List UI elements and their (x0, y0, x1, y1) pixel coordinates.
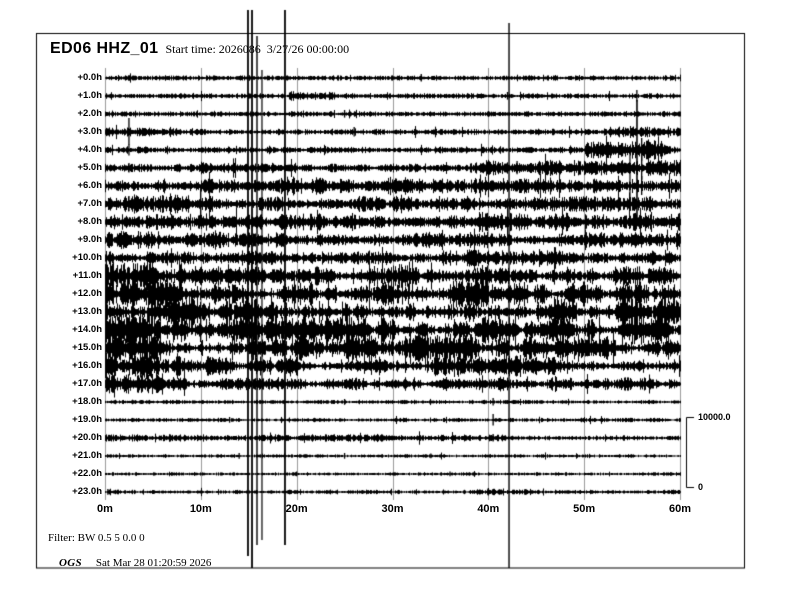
hour-label: +2.0h (77, 108, 102, 119)
minute-label: 50m (573, 503, 596, 515)
hour-label: +17.0h (72, 378, 102, 389)
agency-label: OGS (59, 557, 82, 569)
hour-label: +13.0h (72, 306, 102, 317)
start-time-label: Start time: 2026086 3/27/26 00:00:00 (165, 42, 350, 56)
hour-label: +14.0h (72, 324, 102, 335)
agency-timestamp: OGS Sat Mar 28 01:20:59 2026 (48, 545, 211, 581)
filter-info: Filter: BW 0.5 5 0.0 0 (48, 532, 145, 544)
hour-label: +7.0h (77, 198, 102, 209)
hour-label: +6.0h (77, 180, 102, 191)
figure-header: ED06 HHZ_01 Start time: 2026086 3/27/26 … (50, 40, 349, 58)
hour-label: +22.0h (72, 468, 102, 479)
hour-label: +9.0h (77, 234, 102, 245)
hour-label: +19.0h (72, 414, 102, 425)
hour-label: +23.0h (72, 486, 102, 497)
minute-label: 20m (285, 503, 308, 515)
hour-label: +3.0h (77, 126, 102, 137)
scale-min-label: 0 (698, 482, 704, 492)
hour-label: +18.0h (72, 396, 102, 407)
minute-label: 0m (97, 503, 113, 515)
minute-label: 30m (381, 503, 404, 515)
hour-label: +0.0h (77, 72, 102, 83)
minute-label: 40m (477, 503, 500, 515)
minute-label: 60m (668, 503, 692, 515)
minute-label: 10m (189, 503, 212, 515)
hour-label: +10.0h (72, 252, 102, 263)
render-timestamp: Sat Mar 28 01:20:59 2026 (95, 557, 212, 569)
hour-label: +5.0h (77, 162, 102, 173)
scale-max-label: 10000.0 (698, 412, 731, 422)
hour-label: +4.0h (77, 144, 102, 155)
hour-label: +15.0h (72, 342, 102, 353)
hour-label: +21.0h (72, 450, 102, 461)
hour-label: +20.0h (72, 432, 102, 443)
station-channel-title: ED06 HHZ_01 (50, 40, 159, 57)
hour-label: +8.0h (77, 216, 102, 227)
hour-label: +11.0h (72, 270, 102, 281)
hour-label: +12.0h (72, 288, 102, 299)
hour-label: +16.0h (72, 360, 102, 371)
hour-label: +1.0h (77, 90, 102, 101)
